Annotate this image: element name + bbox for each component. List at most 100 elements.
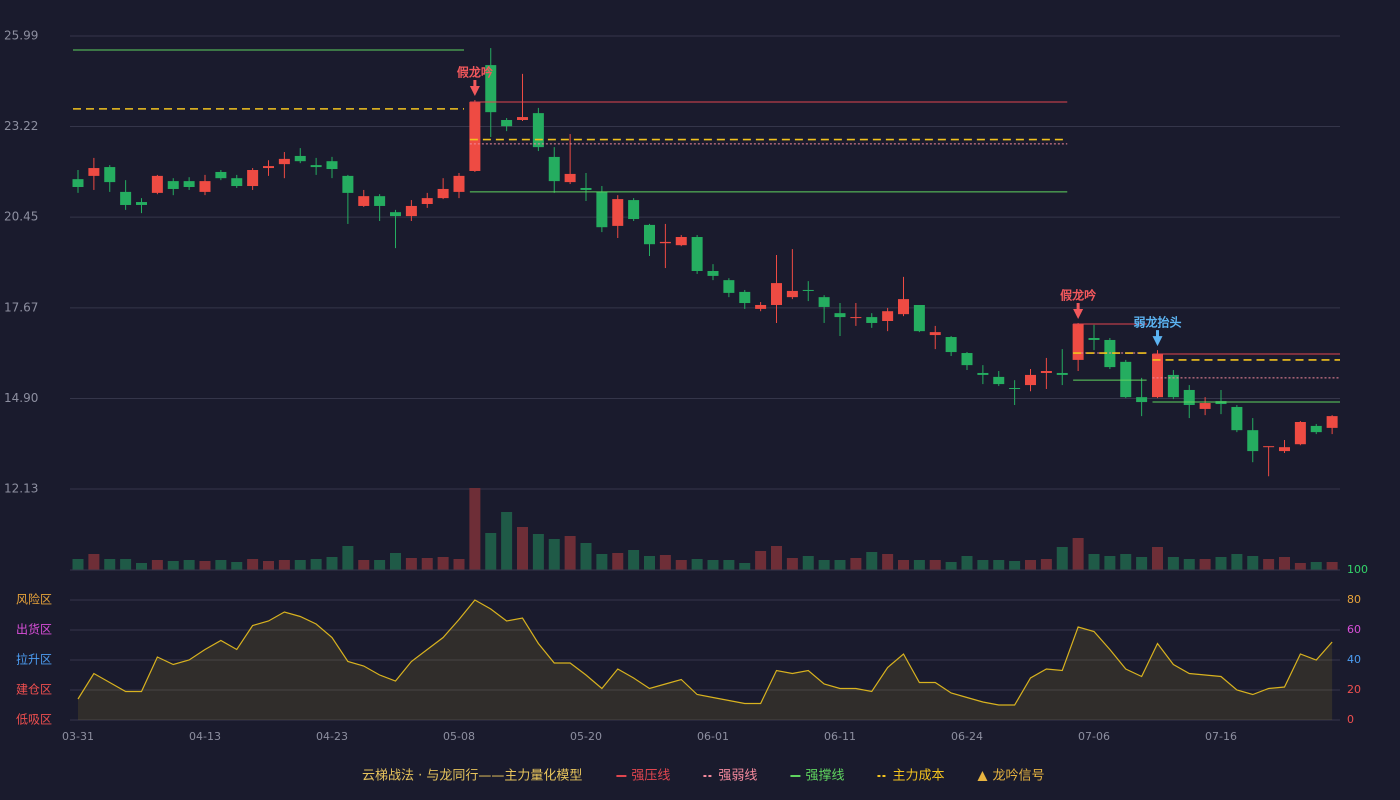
candle-body	[263, 166, 274, 169]
volume-bar	[771, 546, 782, 570]
candle-body	[548, 156, 560, 182]
volume-bar	[485, 533, 497, 570]
volume-bar	[755, 551, 767, 570]
volume-bar	[453, 559, 465, 570]
volume-bar	[898, 560, 909, 570]
zone-label: 出货区	[16, 622, 52, 637]
volume-bar	[358, 560, 370, 570]
volume-bar	[294, 560, 306, 570]
candle-body	[167, 181, 179, 189]
volume-bar	[1120, 554, 1132, 570]
volume-bar	[945, 562, 957, 570]
volume-bar	[580, 543, 592, 570]
zone-label: 拉升区	[16, 652, 52, 667]
volume-bar	[850, 558, 862, 570]
candle-body	[802, 289, 814, 291]
volume-bar	[120, 559, 132, 570]
volume-bar	[1231, 554, 1243, 570]
volume-bar	[564, 536, 576, 570]
candle-body	[1025, 374, 1036, 386]
candle-body	[564, 173, 576, 183]
volume-bar	[1025, 560, 1036, 570]
candle-body	[723, 280, 735, 293]
x-tick-label: 05-08	[443, 730, 475, 743]
signal-label: 假龙吟	[1060, 287, 1096, 302]
volume-bar	[1199, 559, 1211, 570]
legend-label: 强压线	[631, 769, 670, 784]
volume-bar	[993, 560, 1005, 570]
volume-bar	[310, 559, 322, 570]
volume-bar	[1152, 547, 1163, 570]
volume-bar	[532, 534, 544, 570]
volume-bar	[437, 557, 449, 570]
x-tick-label: 04-13	[189, 730, 221, 743]
zone-label: 风险区	[16, 592, 52, 607]
volume-bar	[1310, 562, 1322, 570]
y2-tick-label: 80	[1347, 593, 1361, 606]
volume-bar	[72, 559, 84, 570]
candle-body	[151, 175, 163, 193]
candle-body	[1040, 371, 1052, 373]
x-tick-label: 03-31	[62, 730, 94, 743]
candle-body	[517, 117, 528, 120]
x-tick-label: 07-06	[1078, 730, 1110, 743]
volume-bar	[136, 563, 147, 570]
candle-body	[913, 304, 925, 332]
volume-bar	[1247, 556, 1259, 570]
legend-title: 云梯战法 · 与龙同行——主力量化模型	[362, 769, 582, 784]
volume-bar	[215, 560, 227, 570]
volume-bar	[199, 561, 211, 570]
candle-body	[644, 224, 655, 245]
volume-bar	[342, 546, 354, 570]
candle-body	[374, 196, 386, 206]
volume-bar	[263, 561, 274, 570]
volume-bar	[1279, 557, 1290, 570]
signal-arrow	[1152, 330, 1163, 347]
volume-bar	[231, 562, 243, 570]
volume-bar	[644, 556, 655, 570]
volume-bar	[866, 552, 878, 570]
candle-body	[532, 113, 544, 148]
candle-body	[247, 170, 259, 187]
volume-bar	[247, 559, 259, 570]
volume-bar	[786, 558, 798, 570]
volume-bar	[882, 554, 894, 570]
candle-body	[818, 297, 830, 307]
signal-arrow	[469, 80, 480, 97]
y2-tick-label: 0	[1347, 713, 1354, 726]
volume-bar	[326, 557, 338, 570]
volume-bar	[913, 560, 925, 570]
volume-bar	[977, 560, 989, 570]
signal-label: 弱龙抬头	[1133, 315, 1181, 330]
volume-bar	[691, 559, 703, 570]
candle-body	[390, 212, 401, 217]
volume-bar	[961, 556, 973, 570]
signal-arrow	[1073, 302, 1084, 319]
volume-bar	[88, 554, 100, 570]
candle-body	[929, 332, 941, 336]
candle-body	[628, 200, 640, 220]
volume-bar	[1183, 559, 1195, 570]
volume-bar	[802, 556, 814, 570]
volume-bar	[421, 558, 433, 570]
candle-body	[215, 171, 227, 179]
volume-bar	[1104, 556, 1116, 570]
y-tick-label: 23.22	[4, 119, 38, 133]
volume-bar	[723, 560, 735, 570]
candle-body	[961, 353, 973, 366]
candle-body	[501, 119, 513, 127]
volume-bar	[659, 555, 671, 570]
volume-bar	[1088, 554, 1100, 570]
y-tick-label: 25.99	[4, 29, 38, 43]
candle-body	[1263, 446, 1275, 448]
volume-bar	[1009, 561, 1021, 570]
candle-body	[898, 299, 909, 315]
volume-bar	[1167, 557, 1179, 570]
candle-body	[945, 337, 957, 353]
candle-body	[1326, 416, 1338, 428]
y2-tick-label: 100	[1347, 563, 1368, 576]
candle-body	[231, 178, 243, 187]
